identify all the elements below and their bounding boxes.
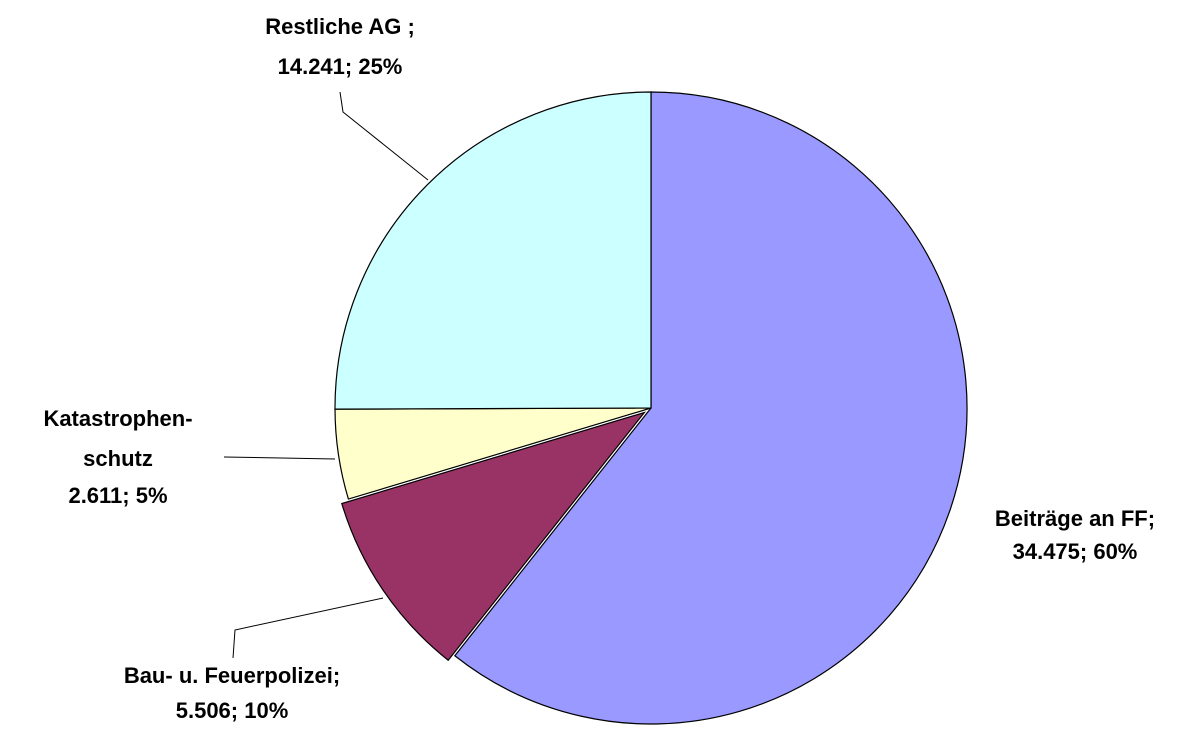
pie-slice [453,91,968,725]
value-label: 34.475; 60% [1013,539,1138,564]
value-label: 14.241; 25% [278,54,403,79]
slice-label: schutz [83,446,153,471]
pie-slice [334,91,652,410]
slice-label: Katastrophen- [43,406,192,431]
leader-line [223,456,336,460]
leader-line [339,91,429,181]
pie-slice [341,411,647,662]
leader-line [232,597,384,659]
slice-label: Restliche AG ; [265,14,415,39]
slice-label: Beiträge an FF; [995,506,1155,531]
slice-label: Bau- u. Feuerpolizei; [124,663,340,688]
value-label: 5.506; 10% [176,698,289,723]
pie [334,91,968,725]
value-label: 2.611; 5% [68,483,167,508]
